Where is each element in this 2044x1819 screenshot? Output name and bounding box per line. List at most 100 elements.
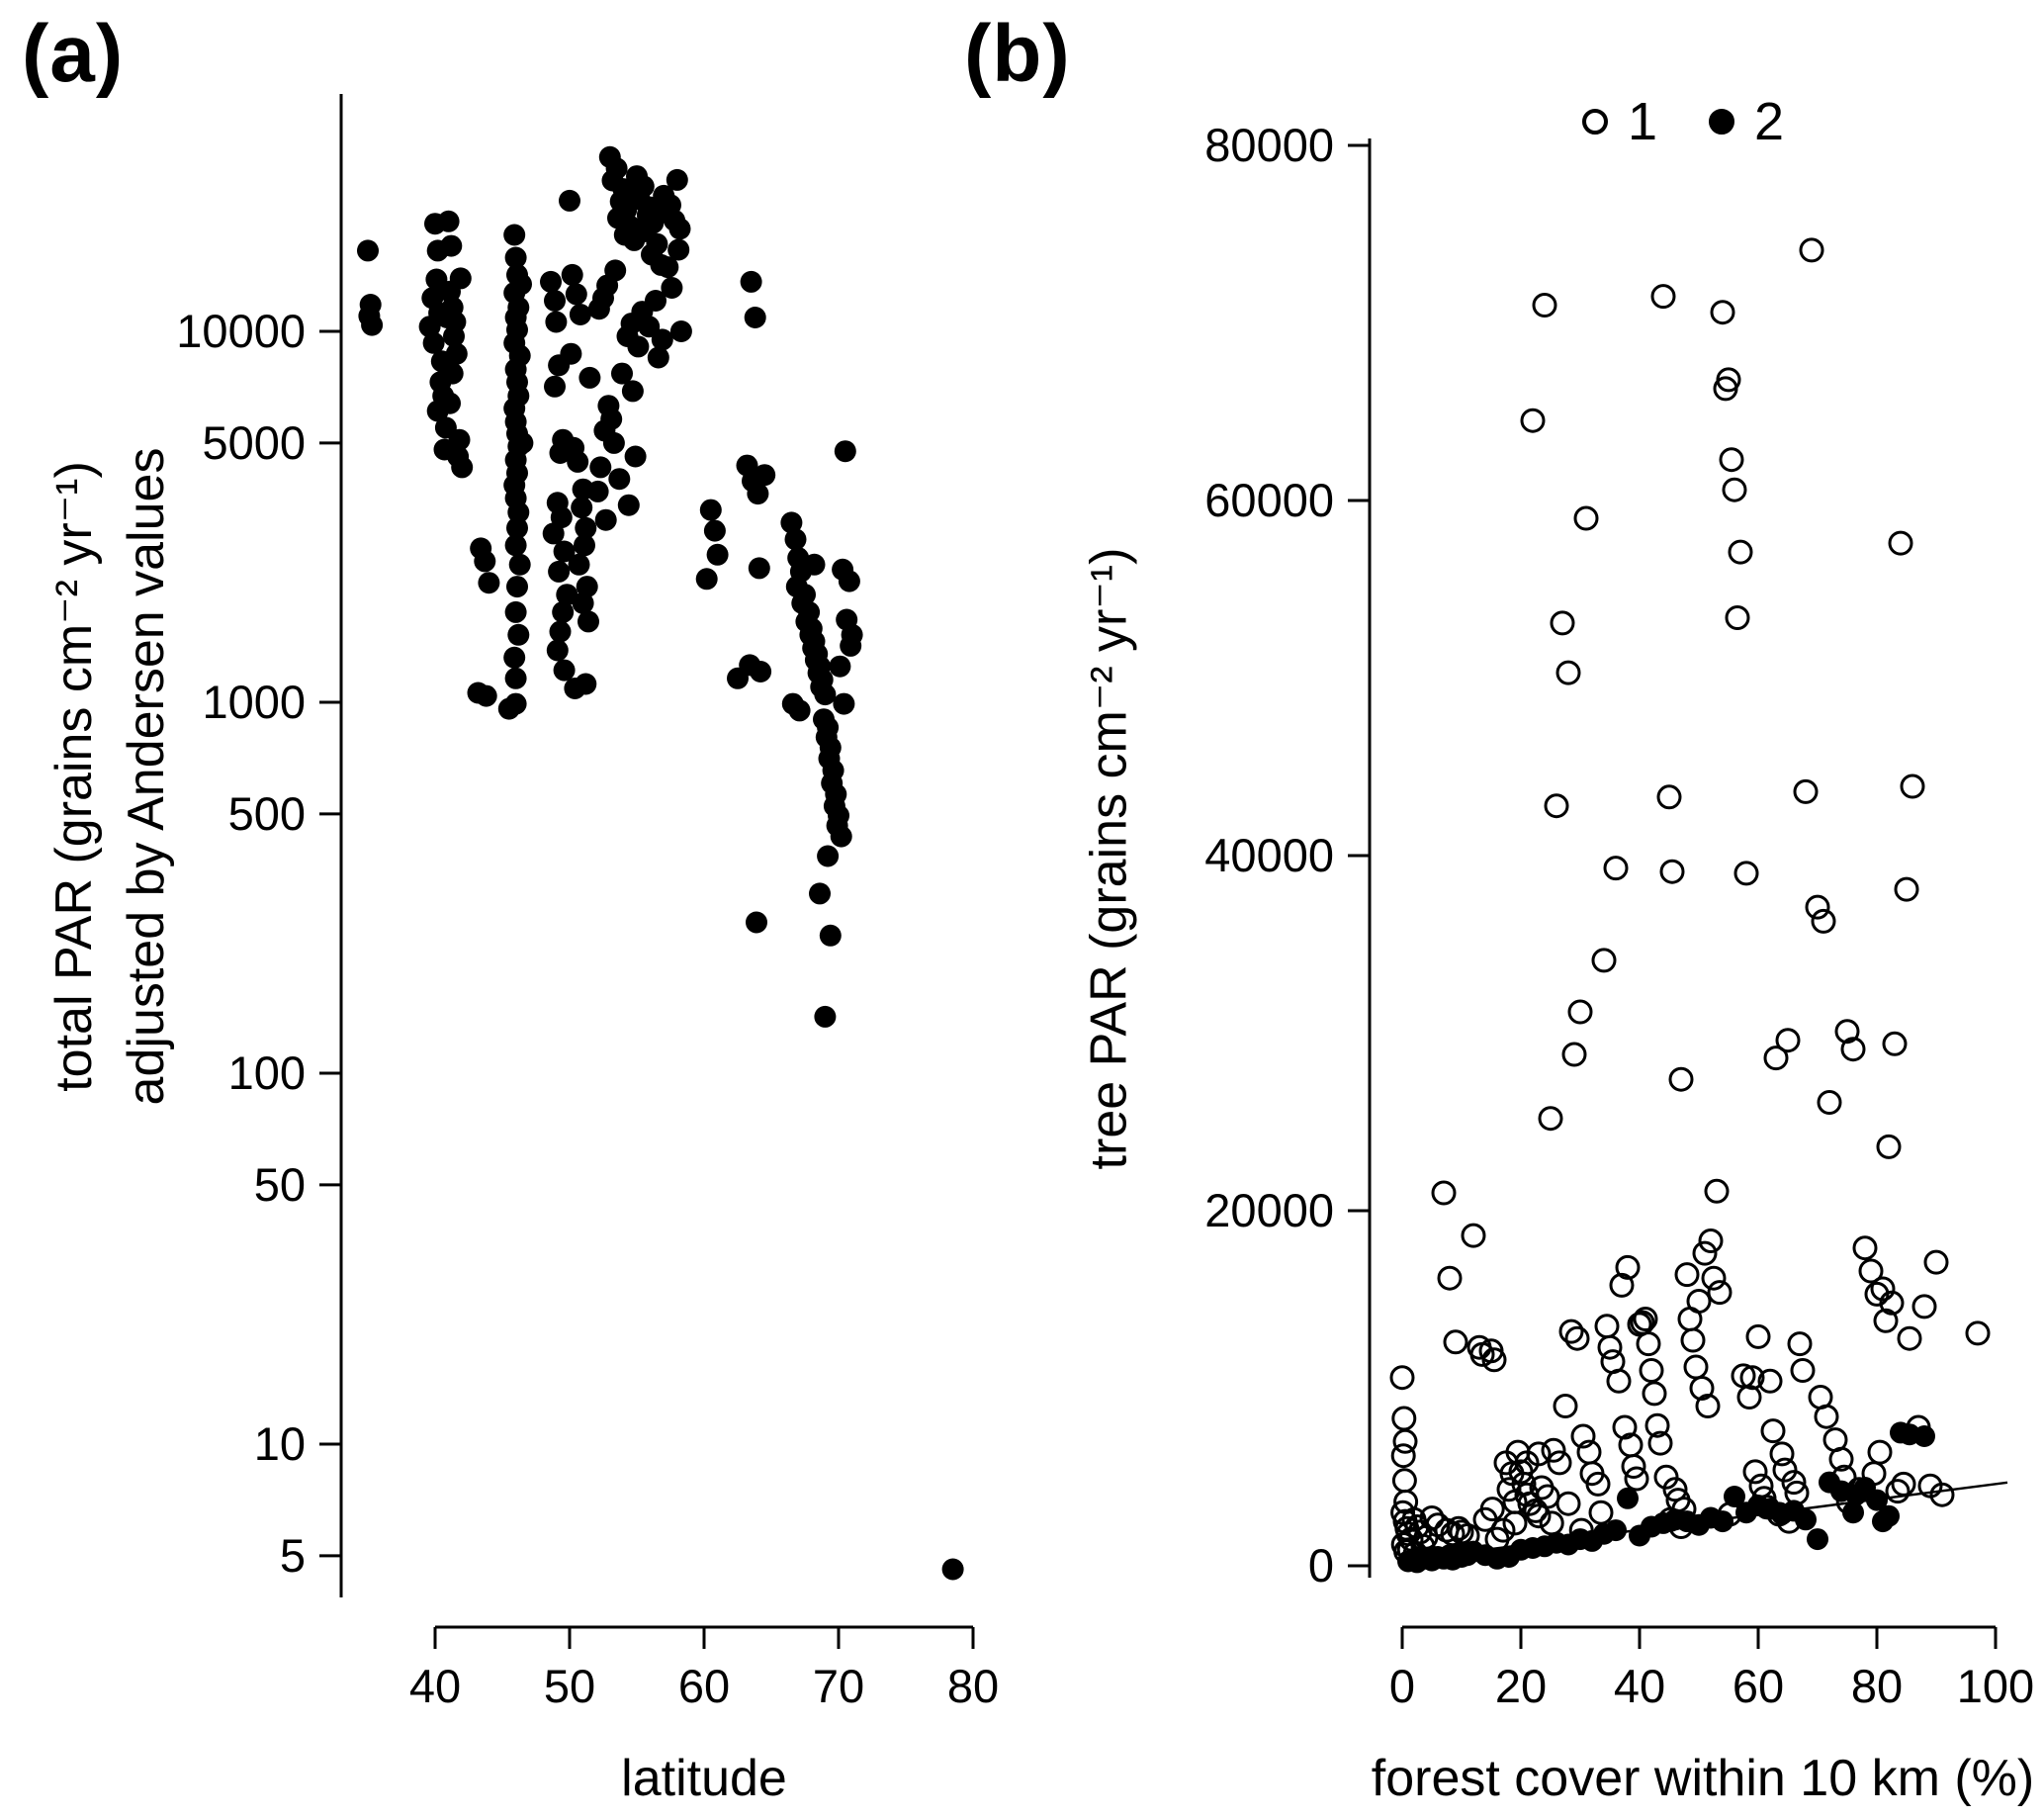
data-point (1840, 1037, 1866, 1062)
data-point (1760, 1418, 1786, 1444)
data-point (1481, 1347, 1507, 1373)
data-point (1897, 1325, 1922, 1351)
data-point (1876, 1134, 1902, 1159)
data-point (556, 584, 578, 606)
data-point (1842, 1501, 1864, 1524)
data-point (1725, 605, 1750, 630)
x-tick-label: 80 (947, 1660, 999, 1712)
data-point (508, 553, 531, 576)
data-point (780, 511, 803, 534)
y-tick-label: 10 (254, 1417, 306, 1470)
data-point (1923, 1249, 1949, 1275)
data-point (1814, 1404, 1839, 1429)
data-point (1769, 1441, 1795, 1467)
x-tick-label: 80 (1851, 1660, 1903, 1712)
data-point (1597, 1334, 1623, 1360)
data-point (1728, 539, 1753, 565)
data-point (621, 380, 644, 403)
data-point (1817, 1090, 1842, 1115)
data-point (1656, 784, 1682, 810)
data-point (1722, 477, 1747, 502)
data-point (1858, 1258, 1884, 1284)
data-point (627, 335, 650, 358)
data-point (475, 684, 497, 707)
data-point (669, 320, 692, 342)
data-point (666, 168, 688, 191)
data-point (1712, 1510, 1733, 1533)
y-tick-label: 1000 (202, 676, 306, 728)
data-point (1787, 1331, 1813, 1357)
data-point (553, 540, 576, 563)
data-point (561, 263, 583, 286)
data-point (1683, 1354, 1709, 1380)
data-point (1707, 1280, 1733, 1306)
data-point (1929, 1482, 1955, 1507)
legend: 1 2 (1582, 91, 1784, 152)
data-point (544, 375, 566, 398)
data-point (829, 655, 851, 678)
data-point (1873, 1308, 1899, 1333)
data-point (507, 501, 530, 523)
data-point (1795, 1508, 1817, 1531)
data-point (651, 328, 673, 351)
data-point (1775, 1028, 1801, 1053)
data-point (840, 634, 862, 657)
data-point (611, 362, 633, 385)
data-point (586, 480, 609, 502)
data-point (511, 431, 534, 454)
data-point (571, 497, 593, 519)
data-point (552, 600, 575, 623)
chart-panel-a: 5 10 50 100 500 1000 5000 10000 40 50 60 70 80 (176, 94, 999, 1712)
data-point (1588, 1500, 1614, 1525)
data-point (574, 534, 595, 557)
data-point (1745, 1323, 1771, 1349)
chart-b-x-axis-label: forest cover within 10 km (%) (1371, 1750, 2035, 1807)
data-point (1647, 1430, 1673, 1456)
data-point (1650, 284, 1676, 310)
data-point (1724, 1486, 1745, 1507)
data-point (1668, 1066, 1694, 1092)
data-point (1790, 1358, 1816, 1383)
data-point (451, 456, 474, 479)
data-point (361, 314, 384, 336)
data-point (550, 506, 573, 529)
chart-panel-b: 0 20000 40000 60000 80000 0 20 40 60 80 100 (1204, 119, 2034, 1712)
y-axis: 0 20000 40000 60000 80000 (1204, 119, 1372, 1592)
data-point (703, 519, 726, 542)
data-point (1662, 1477, 1688, 1502)
data-point (567, 450, 589, 473)
data-point (784, 528, 807, 551)
x-tick-label: 60 (1733, 1660, 1784, 1712)
x-tick-label: 50 (544, 1660, 595, 1712)
data-point (1757, 1368, 1783, 1394)
data-point (661, 277, 683, 299)
data-point (568, 553, 590, 576)
data-point (814, 683, 837, 706)
data-point (1692, 1240, 1718, 1266)
filled-circle-icon (1709, 109, 1735, 135)
data-point (1653, 1464, 1679, 1490)
data-point (441, 362, 464, 385)
data-point (478, 572, 500, 594)
data-point (657, 256, 679, 279)
data-point (750, 661, 772, 682)
data-point (830, 825, 852, 848)
data-point (1805, 894, 1830, 920)
data-point (1882, 1031, 1908, 1056)
data-point (838, 570, 860, 592)
series-1 (357, 145, 964, 1581)
data-point (1828, 1446, 1854, 1472)
data-point (560, 342, 582, 365)
data-point (1736, 1385, 1762, 1410)
data-point (1612, 1414, 1638, 1440)
data-point (1867, 1439, 1893, 1465)
x-tick-label: 20 (1495, 1660, 1547, 1712)
data-point (1490, 1517, 1516, 1543)
data-point (1391, 1406, 1417, 1431)
data-point (507, 623, 530, 646)
data-point (1701, 1265, 1727, 1291)
data-point (449, 267, 472, 290)
data-point (695, 568, 718, 591)
data-point (1807, 1528, 1828, 1551)
